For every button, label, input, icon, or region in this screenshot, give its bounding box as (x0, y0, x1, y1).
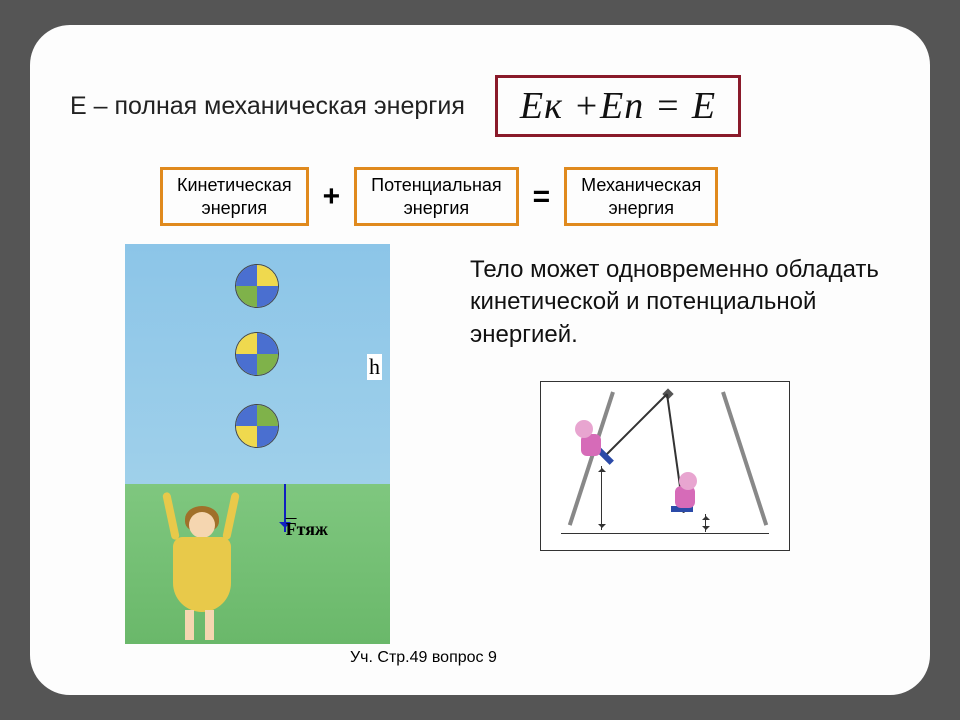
height-label: h (367, 354, 382, 380)
slide: Е – полная механическая энергия Ек +Еп =… (30, 25, 930, 695)
girl-ball-illustration: h FFтяжтяж (125, 244, 390, 644)
title: Е – полная механическая энергия (70, 92, 465, 121)
box-line: Кинетическая (177, 174, 292, 197)
swing-illustration (540, 381, 790, 551)
kinetic-energy-box: Кинетическая энергия (160, 167, 309, 226)
box-line: энергия (581, 197, 701, 220)
content-area: h FFтяжтяж Тело может одновременно облад… (70, 244, 890, 644)
box-line: Механическая (581, 174, 701, 197)
ball-icon (235, 264, 279, 308)
swing-frame-icon (551, 392, 779, 540)
footer-reference: Уч. Стр.49 вопрос 9 (350, 649, 497, 667)
box-line: энергия (371, 197, 502, 220)
box-line: энергия (177, 197, 292, 220)
body-paragraph: Тело может одновременно обладать кинетич… (470, 254, 900, 351)
box-line: Потенциальная (371, 174, 502, 197)
plus-operator: + (323, 180, 341, 214)
mechanical-energy-box: Механическая энергия (564, 167, 718, 226)
formula-box: Ек +Еп = Е (495, 75, 741, 137)
gravity-force-label: FFтяжтяж (286, 519, 328, 540)
header-row: Е – полная механическая энергия Ек +Еп =… (70, 75, 890, 137)
ball-icon (235, 332, 279, 376)
energy-equation-row: Кинетическая энергия + Потенциальная эне… (160, 167, 890, 226)
potential-energy-box: Потенциальная энергия (354, 167, 519, 226)
right-column: Тело может одновременно обладать кинетич… (470, 254, 900, 551)
ball-icon (235, 404, 279, 448)
equals-operator: = (533, 180, 551, 214)
